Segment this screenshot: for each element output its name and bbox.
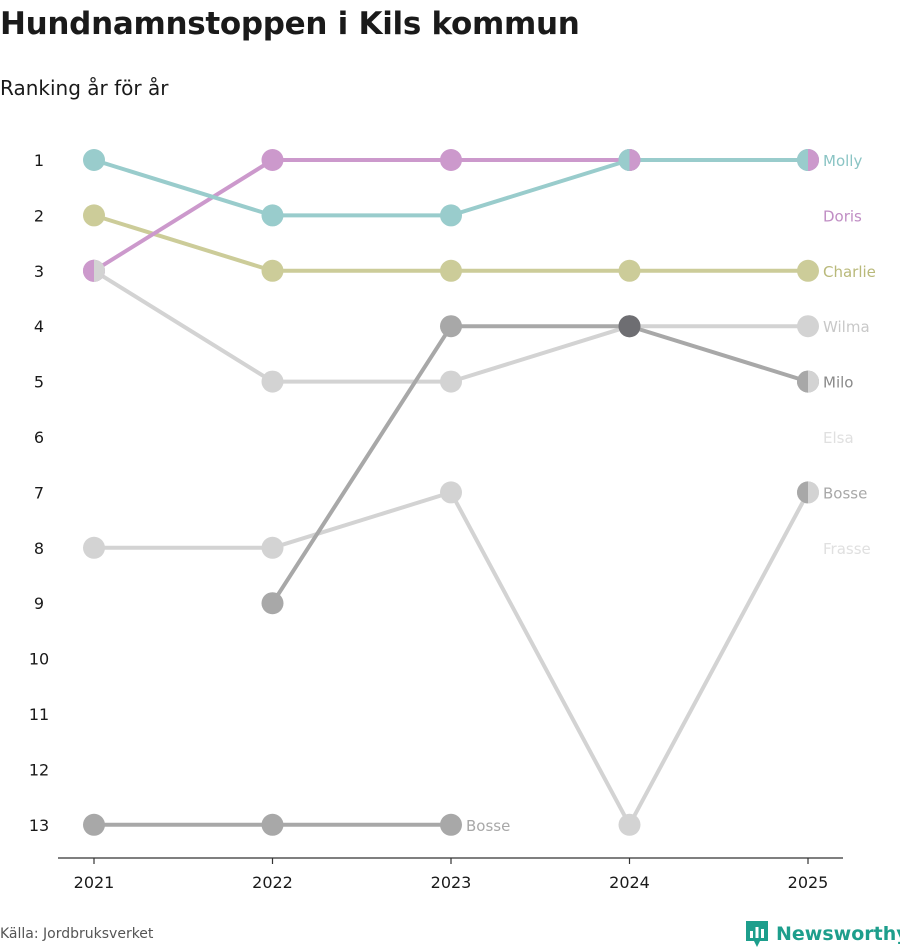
data-point-wilma xyxy=(797,315,819,338)
data-point-overlap xyxy=(808,149,819,171)
data-point-molly xyxy=(440,204,462,227)
x-tick-label: 2025 xyxy=(788,873,829,892)
data-point-doris xyxy=(440,149,462,171)
y-tick-label: 11 xyxy=(29,705,49,724)
data-point-milo xyxy=(261,592,284,615)
data-point-overlap xyxy=(797,481,808,504)
y-tick-label: 2 xyxy=(34,206,44,225)
x-tick-label: 2023 xyxy=(431,873,472,892)
series-label-bosse: Bosse xyxy=(466,817,510,835)
y-tick-label: 4 xyxy=(34,317,44,336)
data-point-overlap xyxy=(629,149,641,171)
chart-title: Hundnamnstoppen i Kils kommun xyxy=(0,6,580,42)
data-point-bosse xyxy=(261,536,284,559)
data-point-bosse xyxy=(261,813,284,836)
data-point-molly xyxy=(83,149,105,171)
x-tick-label: 2021 xyxy=(74,873,115,892)
chart-subtitle: Ranking år för år xyxy=(0,76,169,100)
data-point-overlap xyxy=(618,315,630,338)
source-note: Källa: Jordbruksverket xyxy=(0,926,154,942)
y-tick-label: 3 xyxy=(34,262,44,281)
data-point-doris xyxy=(261,149,284,171)
newsworthy-logo-icon xyxy=(746,921,768,947)
data-point-charlie xyxy=(618,259,641,282)
y-tick-label: 7 xyxy=(34,483,44,502)
series-label-wilma: Wilma xyxy=(823,318,870,336)
y-tick-label: 12 xyxy=(29,760,49,779)
series-label-elsa: Elsa xyxy=(823,429,854,447)
y-tick-label: 5 xyxy=(34,373,44,392)
data-point-overlap xyxy=(797,149,808,171)
data-point-overlap xyxy=(808,370,819,393)
data-point-wilma xyxy=(440,370,462,393)
brand-name: Newsworthy xyxy=(776,923,900,945)
data-point-overlap xyxy=(808,481,819,504)
x-tick-label: 2022 xyxy=(252,873,293,892)
y-tick-label: 10 xyxy=(29,650,49,669)
series-label-bosse: Bosse xyxy=(823,484,867,502)
data-point-charlie xyxy=(440,259,462,282)
data-point-overlap xyxy=(83,259,94,282)
series-label-charlie: Charlie xyxy=(823,263,876,281)
y-tick-label: 8 xyxy=(34,539,44,558)
data-point-overlap xyxy=(94,259,106,282)
data-point-milo xyxy=(440,315,462,338)
data-point-bosse xyxy=(440,481,462,504)
data-point-charlie xyxy=(261,259,284,282)
series-label-doris: Doris xyxy=(823,207,862,225)
data-point-bosse xyxy=(618,813,641,836)
y-tick-label: 6 xyxy=(34,428,44,447)
x-tick-label: 2024 xyxy=(609,873,650,892)
data-point-bosse xyxy=(83,536,105,559)
series-label-milo: Milo xyxy=(823,374,853,392)
data-point-overlap xyxy=(797,370,808,393)
data-point-overlap xyxy=(618,149,630,171)
series-label-frasse: Frasse xyxy=(823,540,871,558)
data-point-wilma xyxy=(261,370,284,393)
series-label-molly: Molly xyxy=(823,152,862,170)
data-point-charlie xyxy=(797,259,819,282)
y-tick-label: 13 xyxy=(29,816,49,835)
y-tick-label: 1 xyxy=(34,151,44,170)
data-point-overlap xyxy=(629,315,641,338)
series-line-milo xyxy=(270,324,810,606)
data-point-bosse xyxy=(83,813,105,836)
series-line-bosse xyxy=(92,490,810,827)
newsworthy-logo[interactable]: Newsworthy xyxy=(744,918,900,950)
y-tick-label: 9 xyxy=(34,594,44,613)
data-point-molly xyxy=(261,204,284,227)
data-point-charlie xyxy=(83,204,105,227)
data-point-bosse xyxy=(440,813,462,836)
